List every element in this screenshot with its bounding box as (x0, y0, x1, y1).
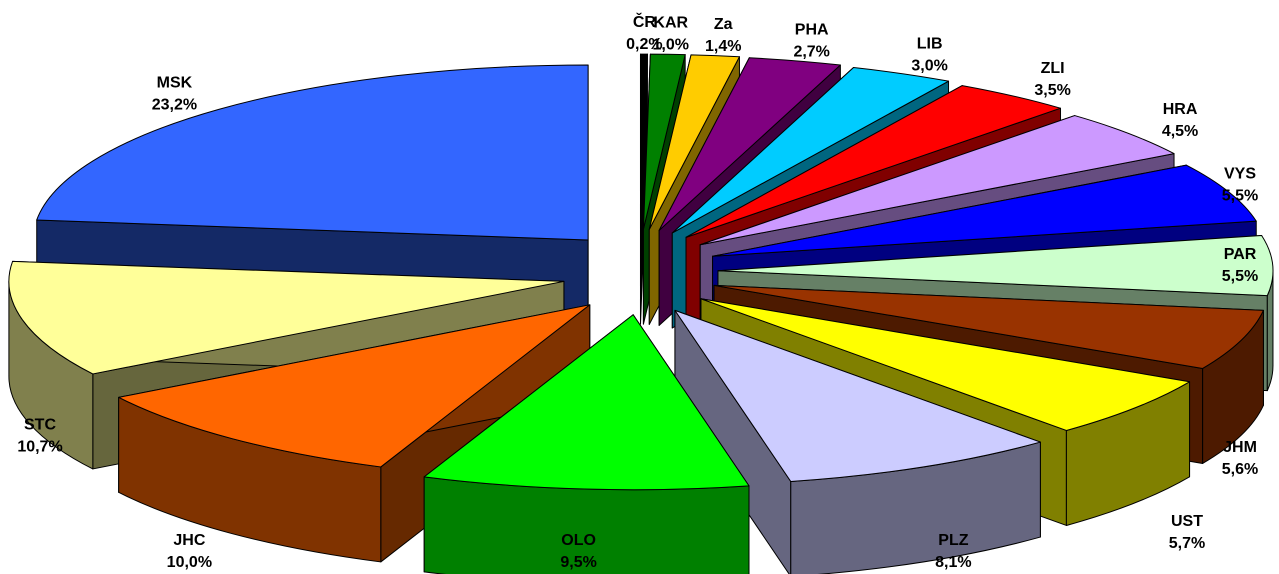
slice-msk-top (36, 64, 589, 241)
value-hra: 4,5% (1162, 123, 1198, 140)
value-par: 5,5% (1222, 268, 1258, 285)
value-zli: 3,5% (1034, 82, 1070, 99)
slice-plz-top (674, 309, 1041, 482)
value-stc: 10,7% (17, 438, 62, 455)
value-ust: 5,7% (1169, 535, 1205, 552)
slice-lib-top (671, 67, 950, 234)
slice-hra-top (699, 115, 1175, 246)
slice-za-top (648, 54, 740, 230)
slice-zli-top (685, 85, 1062, 238)
label-vys: VYS (1224, 165, 1256, 182)
pie-slices (8, 53, 1274, 574)
slice-plz (674, 309, 1041, 574)
value-vys: 5,5% (1222, 187, 1258, 204)
slice-čr-top (639, 53, 648, 230)
label-zli: ZLI (1041, 60, 1065, 77)
value-olo: 9,5% (560, 554, 596, 571)
label-kar: KAR (653, 14, 688, 31)
slice-stc-top (8, 260, 565, 375)
label-msk: MSK (157, 75, 193, 92)
value-lib: 3,0% (911, 58, 947, 75)
value-čr: 0,2% (626, 36, 662, 53)
slice-olo (423, 314, 750, 574)
slice-olo-top (423, 314, 750, 491)
label-jhc: JHC (173, 532, 205, 549)
value-msk: 23,2% (152, 97, 197, 114)
value-za: 1,4% (705, 38, 741, 55)
label-ust: UST (1171, 513, 1203, 530)
label-lib: LIB (917, 36, 943, 53)
value-jhc: 10,0% (167, 554, 212, 571)
label-hra: HRA (1163, 101, 1198, 118)
label-za: Za (714, 16, 733, 33)
label-par: PAR (1224, 246, 1257, 263)
slice-jhm-top (713, 284, 1264, 369)
value-kar: 1,0% (652, 36, 688, 53)
label-stc: STC (24, 416, 56, 433)
label-čr: ČR (633, 12, 657, 31)
label-pha: PHA (795, 21, 829, 38)
slice-par-top (717, 235, 1274, 297)
slice-jhc-top (118, 304, 591, 468)
slice-kar-top (642, 53, 686, 230)
slice-ust-top (700, 298, 1191, 431)
slice-vys-top (712, 164, 1257, 257)
slice-pha-top (658, 57, 841, 231)
value-plz: 8,1% (935, 554, 971, 571)
label-plz: PLZ (938, 532, 968, 549)
value-jhm: 5,6% (1222, 461, 1258, 478)
pie-labels: ČR 0,2% KAR 1,0% Za 1,4% PHA 2,7% LIB 3,0% ZLI 3,5%… (17, 12, 1258, 571)
label-olo: OLO (561, 532, 596, 549)
label-jhm: JHM (1223, 439, 1257, 456)
value-pha: 2,7% (793, 43, 829, 60)
